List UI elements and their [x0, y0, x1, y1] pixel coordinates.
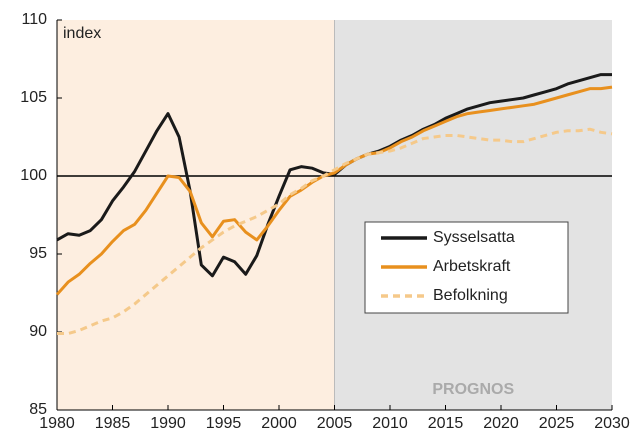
- y-axis-label: index: [63, 25, 101, 42]
- x-tick-label: 2015: [428, 415, 464, 432]
- legend-label: Arbetskraft: [433, 258, 511, 275]
- x-tick-label: 1985: [95, 415, 131, 432]
- x-tick-label: 1980: [39, 415, 75, 432]
- region: [334, 20, 612, 410]
- y-tick-label: 105: [20, 89, 47, 106]
- y-tick-label: 100: [20, 167, 47, 184]
- y-tick-label: 110: [21, 11, 47, 28]
- x-tick-label: 2005: [317, 415, 353, 432]
- x-tick-label: 1990: [150, 415, 186, 432]
- series-line: [56, 73, 612, 278]
- series-line: [55, 85, 613, 296]
- series-line: [57, 127, 613, 336]
- region: [57, 20, 335, 410]
- x-tick-label: 2025: [539, 415, 575, 432]
- x-tick-label: 2010: [372, 415, 408, 432]
- y-tick-label: 85: [29, 401, 47, 418]
- x-tick-label: 2030: [594, 415, 630, 432]
- x-tick-label: 1995: [206, 415, 242, 432]
- x-tick-label: 2000: [261, 415, 297, 432]
- y-tick-label: 90: [29, 323, 47, 340]
- annotation: PROGNOS: [432, 381, 514, 398]
- legend-label: Sysselsatta: [433, 229, 515, 246]
- legend-label: Befolkning: [433, 287, 508, 304]
- x-tick-label: 2020: [483, 415, 519, 432]
- y-tick-label: 95: [29, 245, 47, 262]
